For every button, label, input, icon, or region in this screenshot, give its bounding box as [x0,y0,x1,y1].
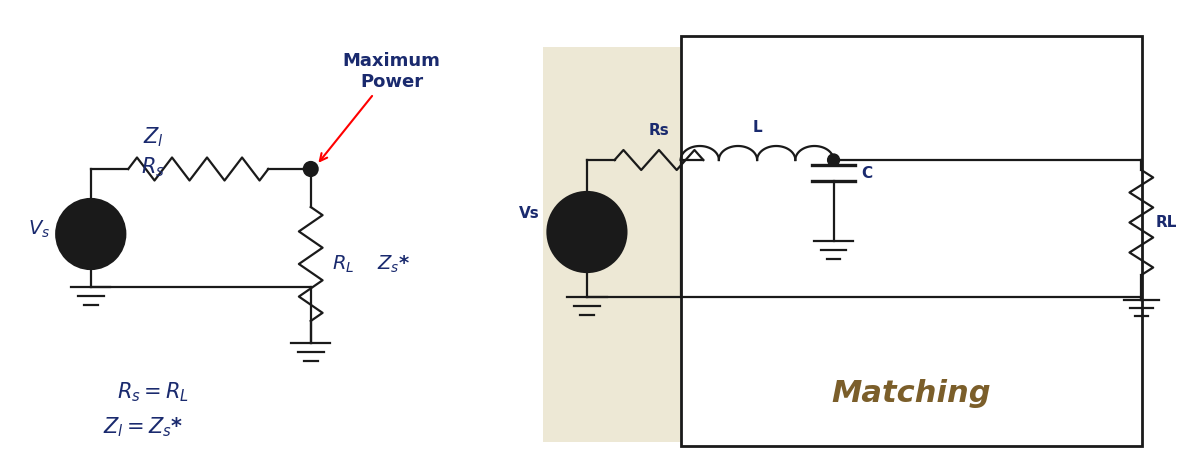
Text: Vs: Vs [519,207,540,221]
Text: $V_s$: $V_s$ [28,219,51,240]
Circle shape [57,199,125,269]
Text: $R_s$: $R_s$ [141,155,165,179]
Circle shape [304,162,318,176]
Text: L: L [753,120,762,135]
Text: $Z_s$*: $Z_s$* [377,253,410,274]
Text: $Z_l = Z_s$*: $Z_l = Z_s$* [102,415,183,439]
Text: Rs: Rs [649,123,669,138]
Text: Matching: Matching [832,380,992,409]
Bar [543,47,690,442]
Text: +: + [591,203,602,217]
Text: +: + [93,208,102,218]
Text: C: C [861,165,872,181]
Text: $Z_l$: $Z_l$ [143,125,164,149]
Text: +: + [590,203,600,213]
Text: Maximum
Power: Maximum Power [320,52,441,161]
Text: $R_s = R_L$: $R_s = R_L$ [117,380,188,404]
Text: RL: RL [1156,215,1177,230]
Circle shape [828,154,840,166]
Bar [681,36,1143,446]
Text: $R_L$: $R_L$ [332,253,355,274]
Circle shape [548,192,627,272]
